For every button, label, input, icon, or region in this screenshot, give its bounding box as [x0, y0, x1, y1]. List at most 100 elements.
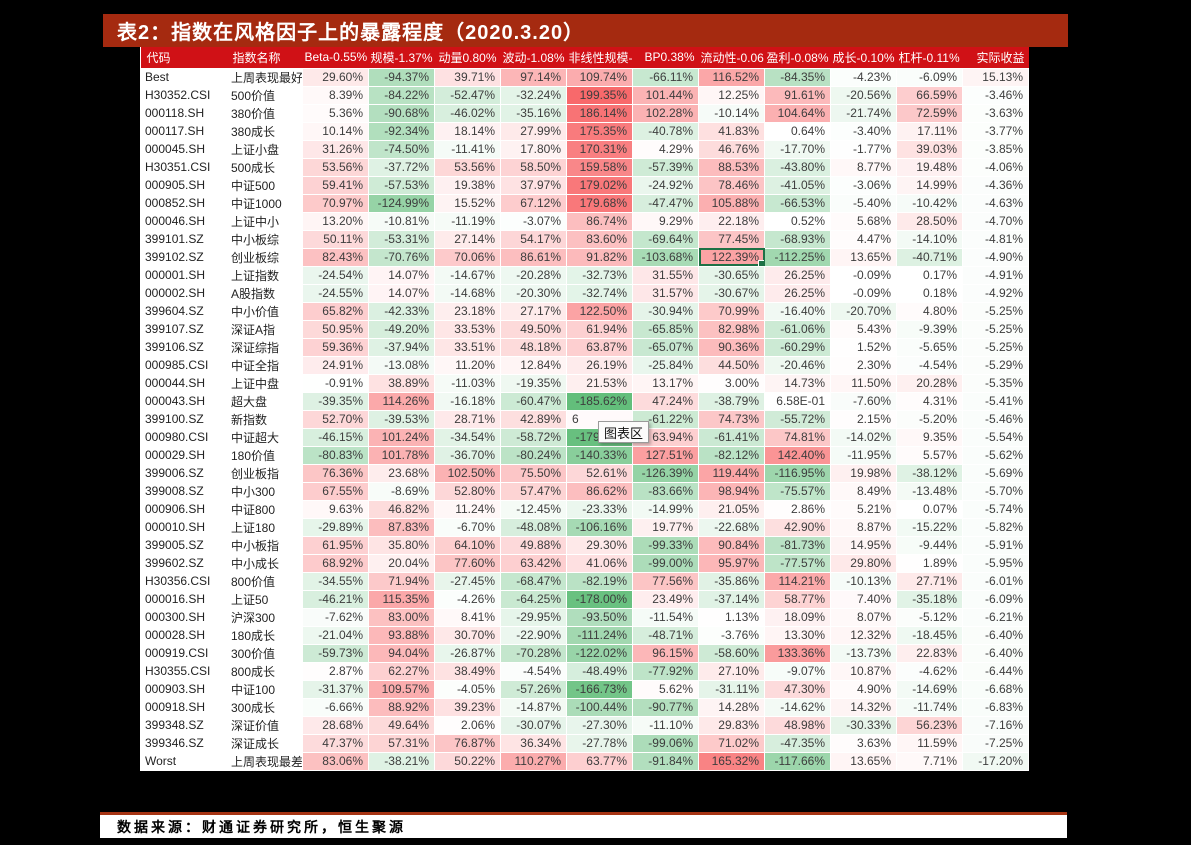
value-cell[interactable]: 94.04%	[368, 643, 435, 663]
value-cell[interactable]: 14.28%	[698, 697, 765, 717]
value-cell[interactable]: -106.16%	[566, 517, 633, 537]
index-code-cell[interactable]: 000046.SH	[140, 211, 227, 231]
value-cell[interactable]: -42.33%	[368, 301, 435, 321]
value-cell[interactable]: -23.33%	[566, 499, 633, 519]
value-cell[interactable]: -32.74%	[566, 283, 633, 303]
value-cell[interactable]: -4.63%	[962, 193, 1029, 213]
value-cell[interactable]: 26.25%	[764, 265, 831, 285]
value-cell[interactable]: -77.57%	[764, 553, 831, 573]
value-cell[interactable]: -84.22%	[368, 85, 435, 105]
value-cell[interactable]: -7.16%	[962, 715, 1029, 735]
value-cell[interactable]: 6.58E-01	[764, 391, 831, 411]
index-code-cell[interactable]: 399008.SZ	[140, 481, 227, 501]
value-cell[interactable]: 26.19%	[566, 355, 633, 375]
value-cell[interactable]: 54.17%	[500, 229, 567, 249]
value-cell[interactable]: -69.64%	[632, 229, 699, 249]
value-cell[interactable]: -7.62%	[302, 607, 369, 627]
value-cell[interactable]: -32.73%	[566, 265, 633, 285]
value-cell[interactable]: 1.89%	[896, 553, 963, 573]
value-cell[interactable]: 70.99%	[698, 301, 765, 321]
index-code-cell[interactable]: 000852.SH	[140, 193, 227, 213]
value-cell[interactable]: 101.78%	[368, 445, 435, 465]
index-name-cell[interactable]: 中小成长	[226, 553, 303, 573]
value-cell[interactable]: 82.98%	[698, 319, 765, 339]
value-cell[interactable]: 179.68%	[566, 193, 633, 213]
value-cell[interactable]: -0.09%	[830, 265, 897, 285]
value-cell[interactable]: -5.25%	[962, 319, 1029, 339]
column-header[interactable]: Beta-0.55%	[302, 47, 369, 68]
value-cell[interactable]: 48.18%	[500, 337, 567, 357]
value-cell[interactable]: -53.31%	[368, 229, 435, 249]
column-header[interactable]: 实际收益	[962, 47, 1029, 68]
value-cell[interactable]: -75.57%	[764, 481, 831, 501]
value-cell[interactable]: -35.18%	[896, 589, 963, 609]
value-cell[interactable]: -6.21%	[962, 607, 1029, 627]
value-cell[interactable]: 28.71%	[434, 409, 501, 429]
value-cell[interactable]: -3.85%	[962, 139, 1029, 159]
value-cell[interactable]: 88.53%	[698, 157, 765, 177]
value-cell[interactable]: -4.54%	[896, 355, 963, 375]
value-cell[interactable]: 29.60%	[302, 67, 369, 87]
value-cell[interactable]: 5.68%	[830, 211, 897, 231]
value-cell[interactable]: -70.76%	[368, 247, 435, 267]
value-cell[interactable]: 133.36%	[764, 643, 831, 663]
value-cell[interactable]: 64.10%	[434, 535, 501, 555]
value-cell[interactable]: -3.06%	[830, 175, 897, 195]
value-cell[interactable]: 49.50%	[500, 319, 567, 339]
value-cell[interactable]: 66.59%	[896, 85, 963, 105]
value-cell[interactable]: 86.74%	[566, 211, 633, 231]
value-cell[interactable]: 13.65%	[830, 751, 897, 771]
value-cell[interactable]: 101.24%	[368, 427, 435, 447]
index-name-cell[interactable]: 中小300	[226, 481, 303, 501]
value-cell[interactable]: -81.73%	[764, 535, 831, 555]
value-cell[interactable]: 88.92%	[368, 697, 435, 717]
value-cell[interactable]: -14.69%	[896, 679, 963, 699]
value-cell[interactable]: -6.66%	[302, 697, 369, 717]
value-cell[interactable]: 12.32%	[830, 625, 897, 645]
value-cell[interactable]: 9.63%	[302, 499, 369, 519]
value-cell[interactable]: 10.87%	[830, 661, 897, 681]
selected-cell[interactable]: 122.39%	[698, 247, 765, 267]
value-cell[interactable]: -11.03%	[434, 373, 501, 393]
value-cell[interactable]: -61.41%	[698, 427, 765, 447]
value-cell[interactable]: 26.25%	[764, 283, 831, 303]
value-cell[interactable]: -5.70%	[962, 481, 1029, 501]
value-cell[interactable]: -11.74%	[896, 697, 963, 717]
index-code-cell[interactable]: H30351.CSI	[140, 157, 227, 177]
value-cell[interactable]: 18.14%	[434, 121, 501, 141]
value-cell[interactable]: 31.26%	[302, 139, 369, 159]
value-cell[interactable]: 105.88%	[698, 193, 765, 213]
value-cell[interactable]: -91.84%	[632, 751, 699, 771]
value-cell[interactable]: -13.73%	[830, 643, 897, 663]
value-cell[interactable]: -24.55%	[302, 283, 369, 303]
value-cell[interactable]: -178.00%	[566, 589, 633, 609]
value-cell[interactable]: 5.36%	[302, 103, 369, 123]
value-cell[interactable]: -5.12%	[896, 607, 963, 627]
value-cell[interactable]: -99.06%	[632, 733, 699, 753]
value-cell[interactable]: 70.06%	[434, 247, 501, 267]
value-cell[interactable]: 142.40%	[764, 445, 831, 465]
value-cell[interactable]: -14.67%	[434, 265, 501, 285]
value-cell[interactable]: -4.70%	[962, 211, 1029, 231]
index-name-cell[interactable]: 380价值	[226, 103, 303, 123]
value-cell[interactable]: 29.83%	[698, 715, 765, 735]
value-cell[interactable]: 78.46%	[698, 175, 765, 195]
value-cell[interactable]: -116.95%	[764, 463, 831, 483]
value-cell[interactable]: -60.29%	[764, 337, 831, 357]
value-cell[interactable]: 19.98%	[830, 463, 897, 483]
value-cell[interactable]: 5.57%	[896, 445, 963, 465]
value-cell[interactable]: -10.81%	[368, 211, 435, 231]
value-cell[interactable]: -3.40%	[830, 121, 897, 141]
value-cell[interactable]: 41.06%	[566, 553, 633, 573]
value-cell[interactable]: 19.48%	[896, 157, 963, 177]
value-cell[interactable]: -5.54%	[962, 427, 1029, 447]
value-cell[interactable]: -84.35%	[764, 67, 831, 87]
value-cell[interactable]: -4.05%	[434, 679, 501, 699]
value-cell[interactable]: -60.47%	[500, 391, 567, 411]
value-cell[interactable]: 3.63%	[830, 733, 897, 753]
value-cell[interactable]: 72.59%	[896, 103, 963, 123]
value-cell[interactable]: -5.35%	[962, 373, 1029, 393]
index-code-cell[interactable]: 000010.SH	[140, 517, 227, 537]
value-cell[interactable]: 71.94%	[368, 571, 435, 591]
index-name-cell[interactable]: 180价值	[226, 445, 303, 465]
